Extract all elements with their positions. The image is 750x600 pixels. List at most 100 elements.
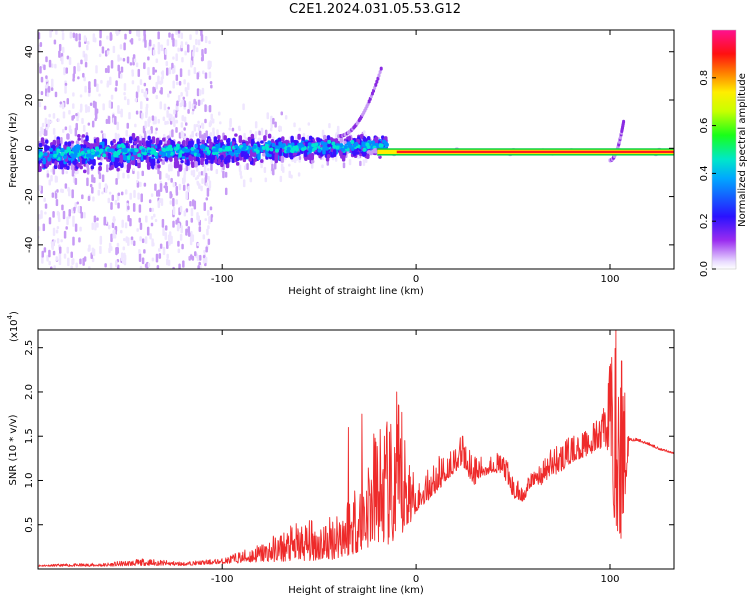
spectrogram-cell: [204, 218, 208, 222]
spectrogram-cell: [116, 264, 120, 269]
spectrogram-cell: [181, 132, 185, 139]
spectrogram-cell: [362, 159, 366, 166]
spectrogram-cell: [311, 143, 316, 148]
spectrogram-cell: [116, 246, 119, 254]
spectrogram-cell: [171, 129, 174, 138]
spectrogram-cell: [148, 116, 151, 123]
spectrogram-cell: [123, 237, 126, 242]
spectrogram-cell: [180, 122, 184, 128]
spectrogram-cell: [157, 41, 161, 50]
spectrogram-cell: [62, 155, 67, 160]
spectrogram-cell: [210, 216, 213, 223]
spectrogram-cell: [68, 208, 72, 217]
spectrogram-cell: [151, 207, 155, 212]
spectrogram-cell: [98, 93, 101, 97]
spectrogram-cell: [93, 215, 97, 223]
spectrogram-cell: [47, 85, 51, 93]
spectrogram-cell: [52, 210, 55, 218]
spectrogram-cell: [172, 38, 175, 47]
spectrogram-cell: [195, 167, 199, 172]
spectrogram-cell: [90, 165, 95, 170]
spectrogram-cell: [166, 39, 170, 46]
spectrogram-cell: [300, 144, 305, 149]
spectrogram-frame: [37, 29, 675, 270]
spectrogram-cell: [159, 90, 162, 94]
spectrogram-cell: [122, 172, 125, 179]
spectrogram-cell: [70, 251, 73, 259]
spectrogram-cell: [359, 160, 362, 167]
colorbar-label: Normalized spectral amplitude: [737, 73, 748, 227]
spectrogram-cell: [139, 181, 142, 188]
spectrogram-cell: [290, 135, 294, 144]
spectrogram-cell: [151, 162, 155, 169]
spectrogram-cell: [50, 87, 54, 92]
spectrogram-cell: [66, 97, 70, 105]
spectrogram-cell: [196, 138, 200, 144]
spectrogram-cell: [123, 162, 127, 169]
spectrogram-cell: [195, 123, 199, 128]
spectrogram-cell: [211, 118, 215, 124]
spectrogram-cell: [180, 225, 183, 234]
spectrogram-heatmap: [38, 30, 674, 269]
spectrogram-cell: [123, 91, 126, 96]
spectrogram-cell: [50, 175, 53, 182]
spectrogram-cell: [41, 255, 44, 264]
snr-y-tick-label: 1.0: [24, 473, 35, 489]
spectrogram-cell: [119, 57, 123, 61]
spectrogram-cell: [45, 139, 49, 144]
spectrogram-cell: [278, 150, 282, 157]
spectrogram-cell: [211, 154, 215, 161]
spectrogram-cell: [101, 46, 105, 54]
spectrogram-cell: [205, 182, 208, 187]
spectrogram-cell: [198, 183, 201, 190]
spectrogram-cell: [56, 139, 60, 145]
spectrogram-cell: [187, 226, 191, 234]
spectrogram-cell: [53, 239, 56, 243]
spectrogram-cell: [207, 238, 211, 245]
spectrogram-cell: [216, 129, 219, 136]
spectrogram-cell: [238, 135, 243, 143]
spectrogram-cell: [99, 40, 102, 47]
spectrogram-cell: [185, 164, 189, 172]
spectrogram-cell: [190, 147, 195, 152]
spectrogram-cell: [56, 189, 59, 193]
spectrogram-cell: [110, 233, 113, 243]
spectrogram-cell: [179, 233, 183, 241]
spectrogram-cell: [77, 205, 81, 213]
spectrogram-cell: [130, 239, 134, 245]
spectrogram-cell: [161, 70, 165, 80]
spectrogram-cell: [181, 56, 184, 63]
spectrogram-cell: [141, 170, 144, 177]
spectrogram-cell: [177, 222, 181, 230]
spectrogram-cell: [48, 113, 51, 118]
spectrogram-cell: [195, 149, 200, 154]
spectrogram-cell: [269, 127, 273, 132]
spectrogram-cell: [260, 140, 264, 144]
spectrogram-cell: [73, 206, 76, 212]
spectrogram-cell: [200, 170, 204, 176]
spectrogram-cell: [64, 183, 68, 189]
spectrogram-cell: [60, 147, 65, 152]
spectrogram-cell: [183, 167, 187, 176]
spectrogram-cell: [175, 81, 179, 86]
spectrogram-cell: [72, 103, 75, 109]
spectrogram-cell: [44, 203, 48, 209]
spectrogram-cell: [73, 65, 76, 75]
spectrogram-cell: [207, 175, 210, 181]
spectrogram-cell: [107, 65, 110, 74]
spectrogram-cell: [203, 132, 206, 141]
spectrogram-cell: [77, 76, 80, 80]
spectrogram-cell: [329, 137, 334, 142]
spectrogram-cell: [59, 104, 62, 108]
spectrogram-cell: [170, 193, 173, 198]
spectrogram-cell: [52, 113, 56, 119]
spectrogram-cell: [116, 242, 120, 247]
spectrogram-cell: [264, 143, 269, 148]
spectrogram-cell: [182, 178, 186, 185]
spectrogram-cell: [95, 151, 100, 156]
spectrogram-cell: [39, 42, 43, 47]
spectrogram-cell: [118, 30, 121, 32]
spectrogram-cell: [138, 217, 142, 223]
spectrogram-cell: [162, 116, 166, 122]
spectrogram-cell: [55, 30, 58, 35]
